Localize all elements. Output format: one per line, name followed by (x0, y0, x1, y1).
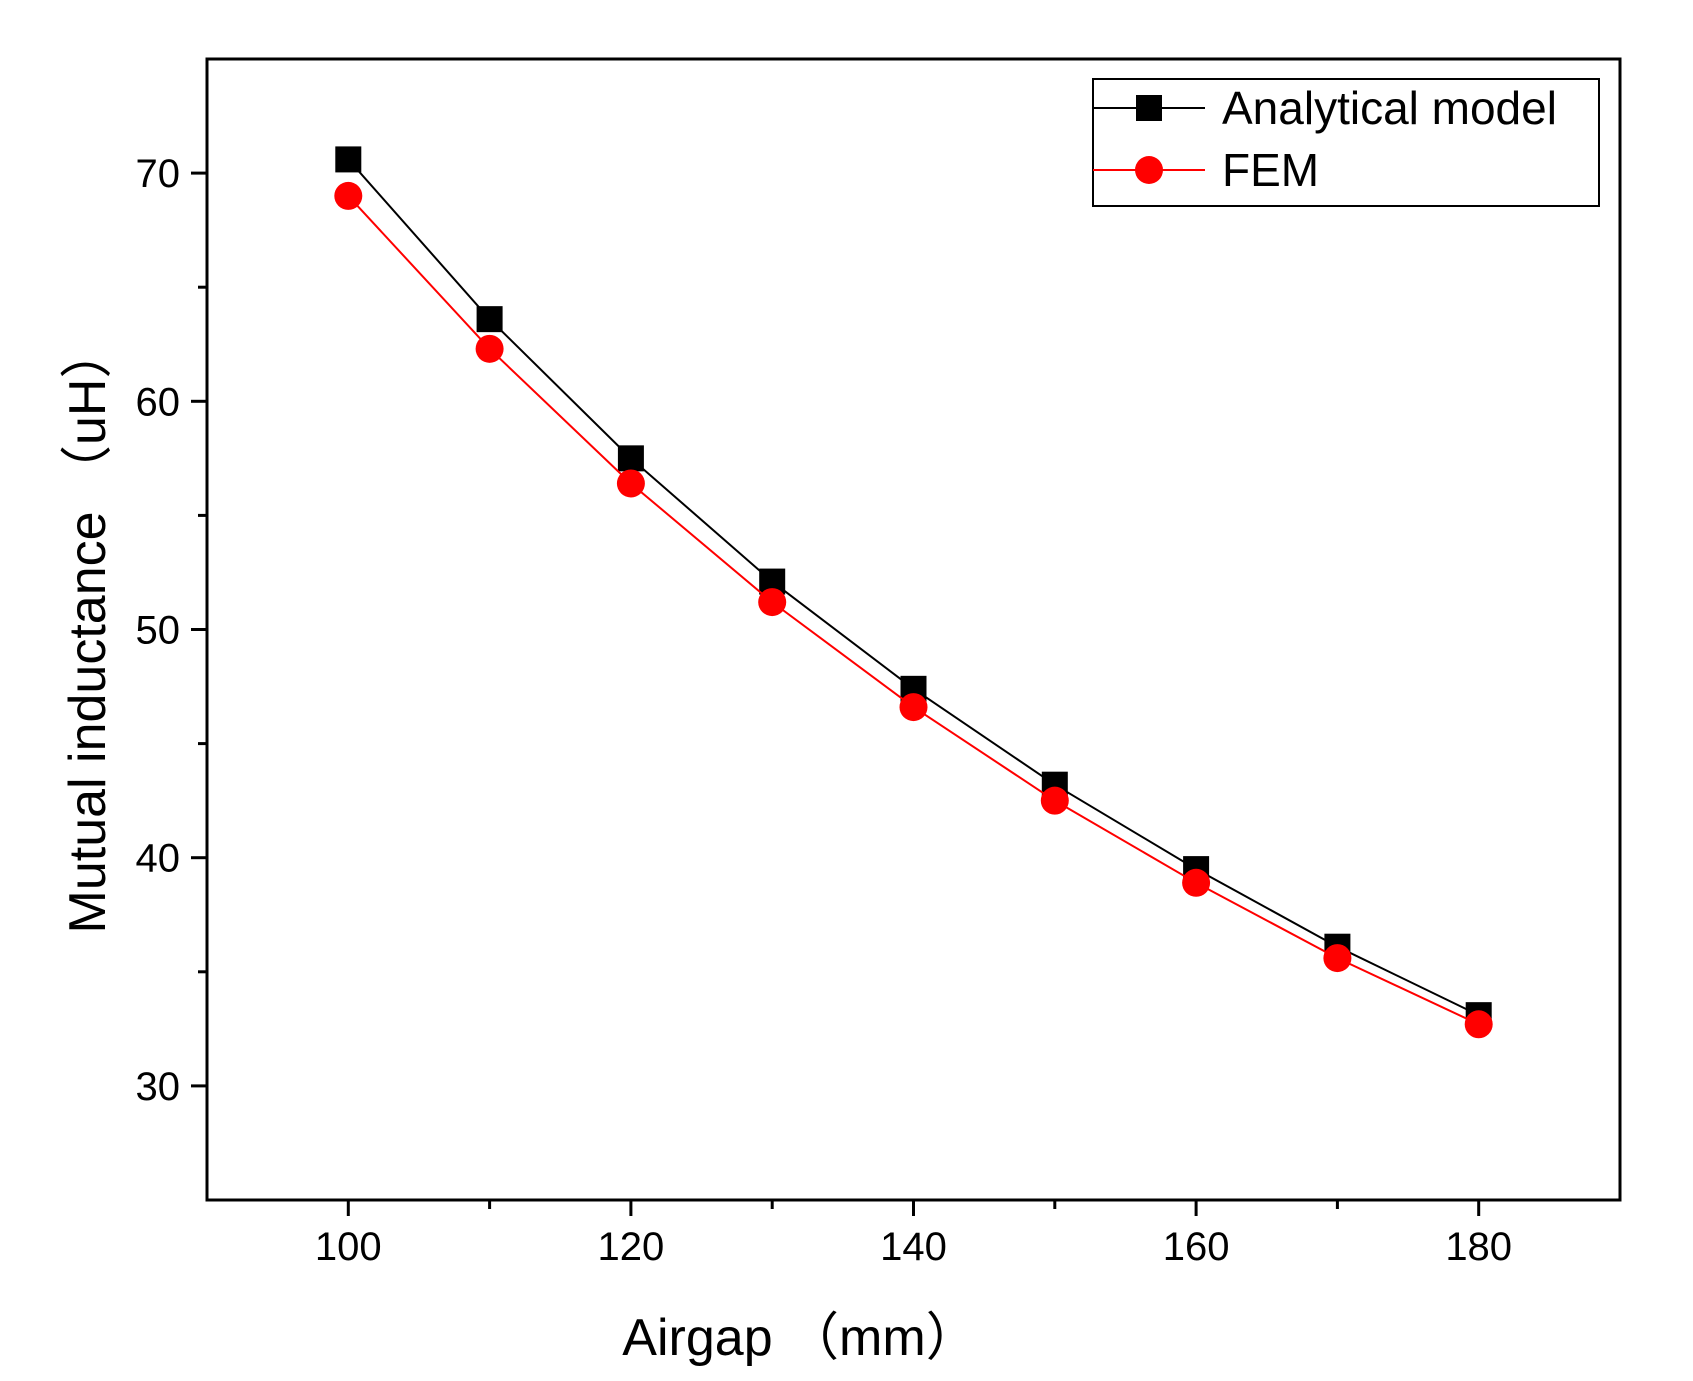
point-fem-100 (334, 181, 363, 210)
series-layer (334, 146, 1493, 1039)
point-fem-150 (1040, 786, 1069, 815)
series-line-analytical-model (347, 158, 1480, 1017)
series-line-fem (347, 195, 1480, 1026)
point-fem-160 (1182, 868, 1211, 897)
y-tick-label-40: 40 (136, 837, 181, 881)
y-axis-title: Mutual inductance （uH） (59, 327, 117, 934)
point-analytical-model-100 (335, 146, 362, 173)
y-tick-label-50: 50 (136, 609, 181, 653)
point-analytical-model-110 (476, 306, 503, 333)
point-fem-120 (616, 469, 645, 498)
legend-label-analytical: Analytical model (1222, 82, 1557, 134)
x-tick-label-120: 120 (598, 1225, 665, 1269)
y-tick-label-30: 30 (136, 1065, 181, 1109)
point-fem-170 (1323, 944, 1352, 973)
legend-marker-analytical (1136, 95, 1162, 121)
legend: Analytical model FEM (1092, 78, 1600, 207)
legend-marker-fem (1135, 156, 1163, 184)
x-axis-ticks: 100 120 140 160 180 (315, 1200, 1512, 1269)
point-fem-110 (475, 334, 504, 363)
x-tick-label-160: 160 (1163, 1225, 1230, 1269)
y-tick-label-70: 70 (136, 152, 181, 196)
x-tick-label-140: 140 (880, 1225, 947, 1269)
point-analytical-model-120 (617, 445, 644, 472)
x-axis-title: Airgap （mm） (622, 1309, 977, 1367)
point-fem-180 (1464, 1010, 1493, 1039)
y-axis-ticks: 30 40 50 60 70 (136, 152, 207, 1109)
legend-box (1092, 78, 1600, 207)
point-fem-140 (899, 693, 928, 722)
x-tick-label-180: 180 (1445, 1225, 1512, 1269)
y-tick-label-60: 60 (136, 380, 181, 424)
point-fem-130 (758, 588, 787, 617)
plot-area-frame (205, 57, 1622, 1202)
legend-label-fem: FEM (1222, 144, 1319, 196)
x-tick-label-100: 100 (315, 1225, 382, 1269)
